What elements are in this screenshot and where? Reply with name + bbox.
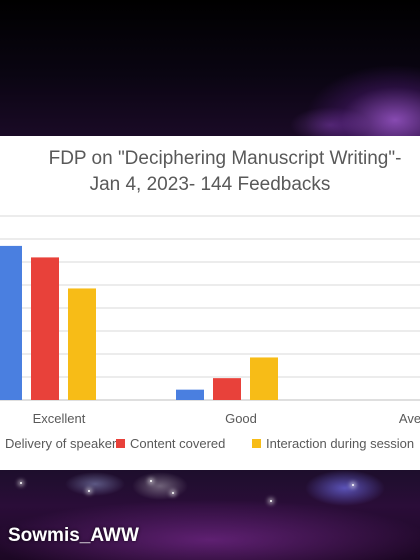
legend-label: Interaction during session [266,436,414,451]
chart-title: FDP on "Deciphering Manuscript Writing"-… [0,146,420,198]
bar-good-2 [213,378,241,400]
chart-title-line2: Jan 4, 2023- 144 Feedbacks [89,174,331,195]
chart-title-line1: FDP on "Deciphering Manuscript Writing"- [48,148,402,169]
legend-swatch [252,439,261,448]
legend-label: Delivery of speaker [5,436,117,451]
bar-excellent-3 [68,288,96,400]
bar-excellent-1 [0,245,22,400]
watermark-text: Sowmis_AWW [8,525,139,546]
x-tick-label: Excellent [33,411,86,426]
x-tick-label: Good [225,411,257,426]
x-tick-label: Average [399,411,420,426]
legend-swatch [116,439,125,448]
background-fireworks-top [0,0,420,136]
bar-good-3 [250,357,278,400]
bar-excellent-2 [31,257,59,400]
bar-chart: Excellent Good Average Delivery of speaker C… [0,215,420,451]
bar-good-1 [176,389,204,400]
background-fireworks-bottom [0,470,420,560]
legend-label: Content covered [130,436,225,451]
chart-card: FDP on "Deciphering Manuscript Writing"-… [0,136,420,470]
